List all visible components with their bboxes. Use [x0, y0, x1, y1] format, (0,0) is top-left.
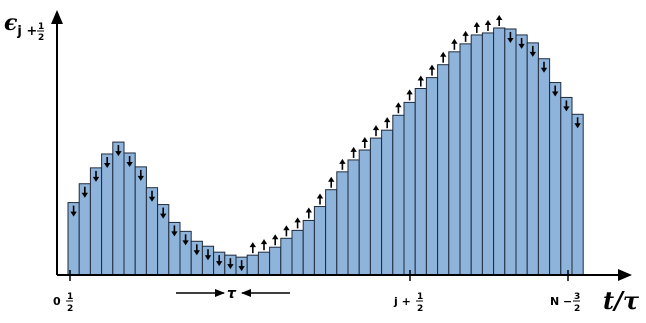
energy-bar: [112, 141, 125, 276]
energy-bar: [448, 51, 461, 276]
energy-bar: [358, 149, 371, 276]
arrow-down-icon: [81, 186, 88, 198]
energy-bar: [134, 166, 147, 276]
arrow-down-icon: [574, 117, 581, 129]
energy-bar: [414, 88, 427, 276]
energy-bar: [257, 251, 271, 276]
energy-bar: [302, 219, 315, 276]
arrow-down-icon: [104, 156, 111, 168]
arrow-up-icon: [484, 19, 492, 31]
energy-bar: [392, 114, 405, 276]
y-axis-label: ϵj +: [4, 10, 37, 39]
arrow-up-icon: [496, 14, 503, 26]
arrow-down-icon: [160, 207, 167, 219]
arrow-down-icon: [563, 100, 570, 112]
arrow-down-icon: [115, 145, 122, 157]
energy-bar: [571, 113, 584, 276]
y-axis-label-frac-num: 1: [38, 22, 44, 32]
tick-label-n-num: 3: [574, 292, 580, 302]
tick-label-n: N −: [550, 295, 572, 308]
tick-label-zero: 0: [53, 295, 61, 308]
tick-label-j-num: 1: [417, 292, 423, 302]
energy-bar: [336, 171, 349, 276]
tick-label-zero-num: 1: [67, 292, 73, 302]
arrow-down-icon: [148, 190, 156, 202]
energy-bar: [459, 43, 472, 276]
arrow-up-icon: [339, 158, 346, 170]
tau-label: τ: [227, 286, 237, 302]
energy-bar: [269, 246, 282, 276]
arrow-down-icon: [204, 249, 212, 261]
energy-bar: [381, 129, 394, 276]
energy-bar: [493, 27, 506, 276]
energy-bar: [347, 159, 360, 276]
energy-bar: [560, 96, 573, 276]
arrow-down-icon: [171, 225, 178, 237]
tick-label-j-den: 2: [417, 304, 423, 314]
arrows-group: [70, 14, 581, 272]
arrow-up-icon: [417, 75, 424, 87]
arrow-up-icon: [350, 146, 357, 158]
arrow-down-icon: [137, 169, 144, 181]
arrow-up-icon: [372, 125, 380, 137]
arrow-down-icon: [182, 234, 189, 246]
x-axis-label: t/τ: [603, 286, 640, 315]
energy-bar: [504, 28, 517, 276]
arrow-down-icon: [238, 260, 245, 272]
arrow-up-icon: [305, 207, 312, 219]
energy-bar: [101, 153, 114, 276]
arrow-up-icon: [428, 64, 436, 76]
y-axis-label-frac-den: 2: [38, 33, 44, 43]
arrow-up-icon: [272, 234, 279, 246]
arrow-down-icon: [126, 155, 133, 167]
arrow-down-icon: [193, 244, 200, 256]
arrow-up-icon: [384, 117, 391, 129]
arrow-down-icon: [540, 61, 548, 73]
energy-bar: [313, 206, 327, 276]
arrow-up-icon: [451, 38, 458, 50]
energy-bar: [123, 152, 136, 276]
energy-bar: [291, 229, 304, 276]
arrow-up-icon: [361, 137, 368, 149]
arrow-down-icon: [70, 205, 77, 217]
energy-bar: [280, 237, 293, 276]
arrow-down-icon: [227, 258, 234, 270]
arrow-down-icon: [529, 45, 536, 57]
tick-label-zero-den: 2: [67, 304, 73, 314]
arrow-up-icon: [462, 30, 469, 42]
arrow-up-icon: [294, 217, 301, 229]
arrow-up-icon: [328, 176, 335, 188]
arrow-down-icon: [518, 37, 525, 49]
arrow-up-icon: [260, 239, 268, 251]
energy-bar: [437, 64, 450, 276]
energy-bar: [470, 34, 483, 276]
energy-bar: [515, 34, 528, 276]
arrow-up-icon: [406, 89, 413, 101]
energy-bar: [369, 137, 383, 276]
energy-bar: [549, 82, 562, 276]
arrow-down-icon: [552, 85, 559, 97]
energy-bar: [325, 189, 338, 276]
arrow-up-icon: [283, 225, 290, 237]
bars-group: [67, 27, 584, 276]
energy-bar: [246, 254, 259, 276]
energy-bar: [481, 32, 495, 276]
energy-bar: [526, 42, 539, 276]
energy-bar: [89, 167, 103, 276]
tick-label-j: j +: [393, 295, 411, 308]
tick-label-n-den: 2: [574, 304, 580, 314]
arrow-up-icon: [249, 242, 256, 254]
arrow-up-icon: [440, 51, 447, 63]
arrow-down-icon: [92, 170, 100, 182]
arrow-up-icon: [473, 21, 480, 33]
arrow-up-icon: [316, 193, 324, 205]
energy-bar: [403, 101, 416, 276]
arrow-down-icon: [216, 255, 223, 267]
energy-bar: [537, 58, 551, 276]
arrow-down-icon: [507, 31, 514, 43]
arrow-up-icon: [395, 102, 402, 114]
energy-bar: [425, 77, 439, 276]
